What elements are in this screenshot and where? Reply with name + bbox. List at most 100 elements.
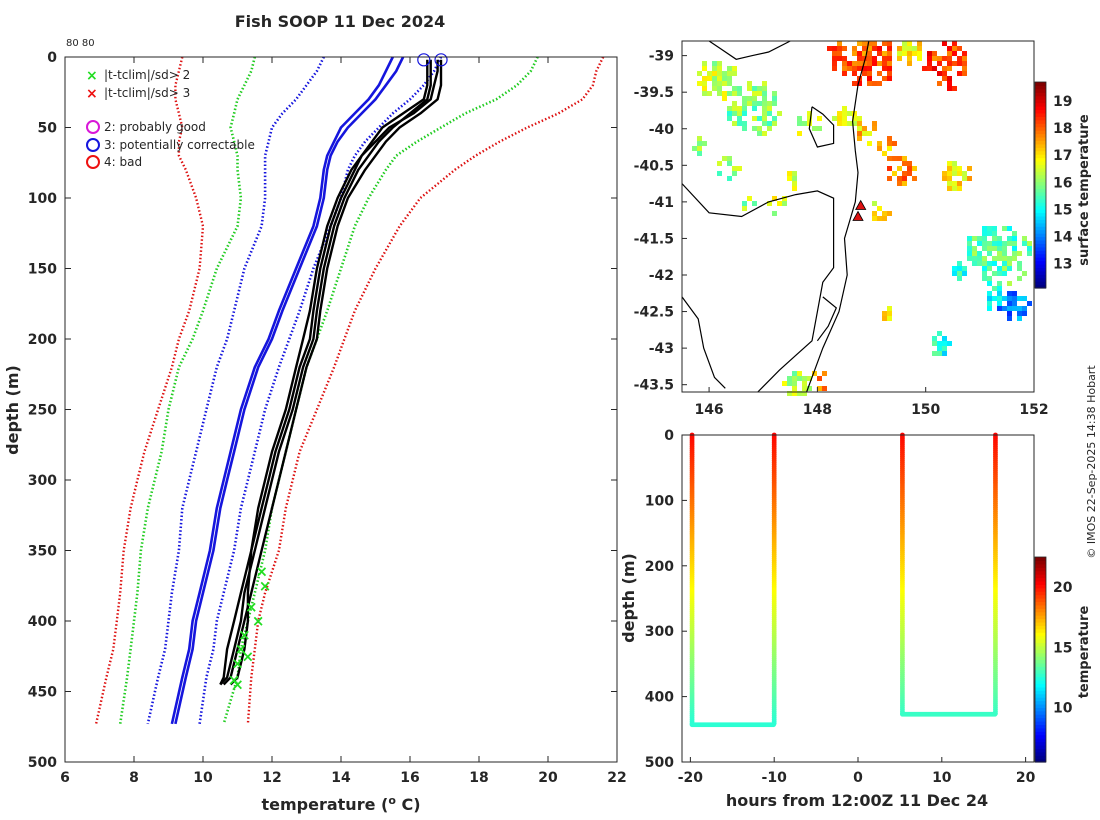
y-tick-label: 50 <box>38 121 58 137</box>
sst-cell <box>802 391 807 396</box>
sst-cell <box>882 211 887 216</box>
sst-cell <box>762 121 767 126</box>
sst-cell <box>892 141 897 146</box>
sst-cell <box>947 46 952 51</box>
sst-cell <box>852 116 857 121</box>
sst-cell <box>952 181 957 186</box>
colorbar-segment <box>1035 628 1046 633</box>
sst-cell <box>882 51 887 56</box>
sst-cell <box>1017 266 1022 271</box>
sst-cell <box>772 121 777 126</box>
x-tick-label: 6 <box>60 770 70 786</box>
series-clim-mean-b <box>174 56 405 725</box>
sst-cell <box>957 46 962 51</box>
y-tick-label: 450 <box>28 685 57 701</box>
sst-cell <box>762 111 767 116</box>
sst-cell <box>907 171 912 176</box>
sst-cell <box>762 96 767 101</box>
sst-cell <box>997 246 1002 251</box>
sst-cell <box>727 71 732 76</box>
sst-cell <box>1017 276 1022 281</box>
sst-cell <box>757 91 762 96</box>
sst-cell <box>982 236 987 241</box>
sst-cell <box>752 91 757 96</box>
sst-cell <box>952 166 957 171</box>
colorbar-segment <box>1035 697 1046 702</box>
sst-cell <box>967 176 972 181</box>
sst-cell <box>992 226 997 231</box>
sst-cell <box>877 51 882 56</box>
sst-cell <box>852 121 857 126</box>
sst-cell <box>737 86 742 91</box>
sst-cell <box>772 101 777 106</box>
legend-x-green: |t-tclim|/sd> 2 <box>104 68 190 82</box>
sst-cell <box>1007 311 1012 316</box>
sst-cell <box>957 181 962 186</box>
td-x-tick-label: 20 <box>1016 770 1036 786</box>
sst-cell <box>962 176 967 181</box>
sst-cell <box>842 61 847 66</box>
sst-cell <box>757 116 762 121</box>
sst-cell <box>967 166 972 171</box>
profile-axis-ticks: 6 8 10 12 14 16 18 20 22 0 50 100 150 200 250 300 350 400… <box>28 50 627 786</box>
sst-cell <box>857 56 862 61</box>
xbt-profile-1 <box>219 59 432 686</box>
flag-x-green: × <box>252 612 265 630</box>
sst-cell <box>1027 246 1032 251</box>
sst-cell <box>757 86 762 91</box>
sst-cell <box>762 81 767 86</box>
sst-cell <box>742 106 747 111</box>
sst-cell <box>992 231 997 236</box>
sst-cell <box>987 276 992 281</box>
sst-cell <box>792 376 797 381</box>
colorbar-tick-label: 14 <box>1053 230 1073 246</box>
legend-q2: 2: probably good <box>104 120 206 134</box>
sst-cell <box>922 66 927 71</box>
sst-cell <box>1007 236 1012 241</box>
sst-cell <box>1007 241 1012 246</box>
colorbar-segment <box>1035 119 1046 124</box>
sst-cell <box>1007 316 1012 321</box>
legend-q4-marker <box>86 155 100 169</box>
coastline <box>816 296 838 342</box>
sst-cell <box>1007 291 1012 296</box>
y-tick-label: 150 <box>28 262 57 278</box>
sst-cell <box>1022 236 1027 241</box>
colorbar-segment <box>1035 257 1046 262</box>
sst-cell <box>807 386 812 391</box>
sst-cell <box>797 376 802 381</box>
sst-cell <box>852 81 857 86</box>
sst-cell <box>887 76 892 81</box>
flag-x-green: × <box>255 563 268 581</box>
sst-cell <box>1012 246 1017 251</box>
colorbar-segment <box>1035 130 1046 135</box>
sst-cell <box>872 211 877 216</box>
sst-cell <box>867 66 872 71</box>
sst-cell <box>992 246 997 251</box>
sst-cell <box>697 81 702 86</box>
sst-cell <box>947 61 952 66</box>
sst-cell <box>1012 251 1017 256</box>
sst-cell <box>857 61 862 66</box>
sst-cell <box>917 46 922 51</box>
sst-cell <box>977 241 982 246</box>
sst-cell <box>877 61 882 66</box>
sst-cell <box>742 121 747 126</box>
colorbar-segment <box>1035 85 1046 90</box>
legend-q4: 4: bad <box>104 155 142 169</box>
sst-cell <box>1007 256 1012 261</box>
sst-cell <box>972 261 977 266</box>
sst-cell <box>942 71 947 76</box>
y-tick-label: 350 <box>28 544 57 560</box>
sst-cell <box>912 51 917 56</box>
colorbar-segment <box>1035 611 1046 616</box>
sst-cell <box>757 101 762 106</box>
sst-cell <box>817 386 822 391</box>
sst-cell <box>957 276 962 281</box>
sst-cell <box>937 81 942 86</box>
colorbar-segment <box>1035 160 1046 165</box>
sst-cell <box>897 56 902 61</box>
sst-cell <box>967 256 972 261</box>
sst-cell <box>1027 241 1032 246</box>
